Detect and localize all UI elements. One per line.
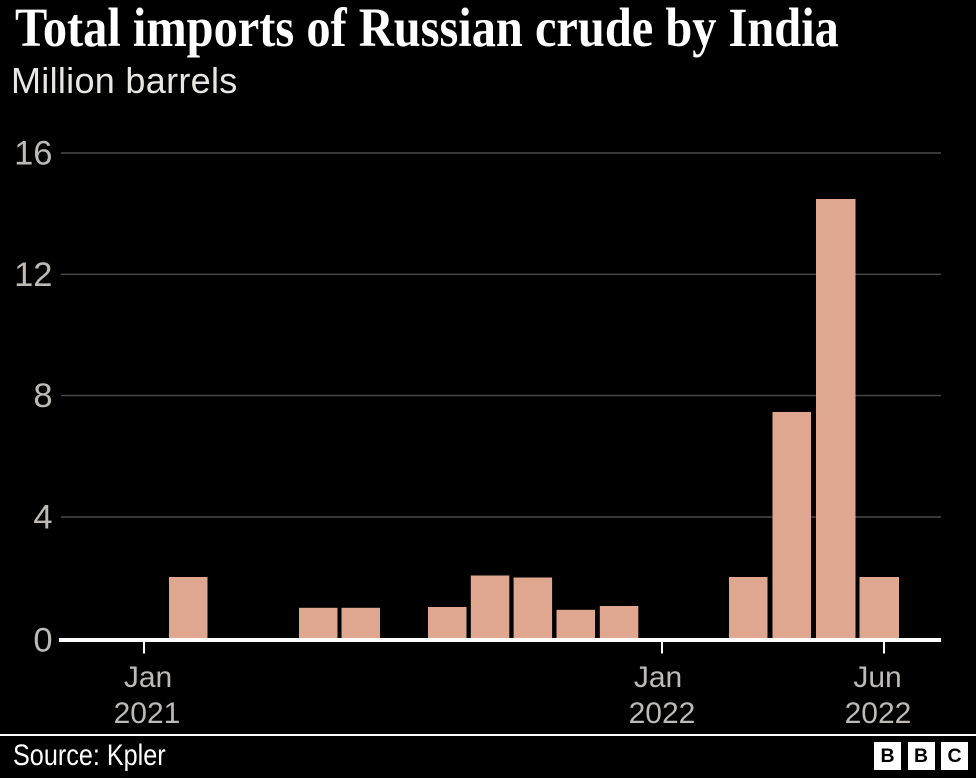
svg-text:Jan: Jan — [634, 661, 682, 694]
svg-text:2022: 2022 — [845, 697, 912, 730]
svg-text:Jan: Jan — [124, 661, 172, 694]
svg-text:16: 16 — [14, 135, 52, 173]
svg-text:8: 8 — [33, 377, 52, 415]
svg-text:Jun: Jun — [853, 661, 901, 694]
svg-text:0: 0 — [33, 622, 52, 660]
svg-text:4: 4 — [33, 499, 52, 537]
svg-text:2021: 2021 — [114, 697, 181, 730]
svg-text:12: 12 — [14, 256, 52, 294]
svg-text:2022: 2022 — [629, 697, 696, 730]
